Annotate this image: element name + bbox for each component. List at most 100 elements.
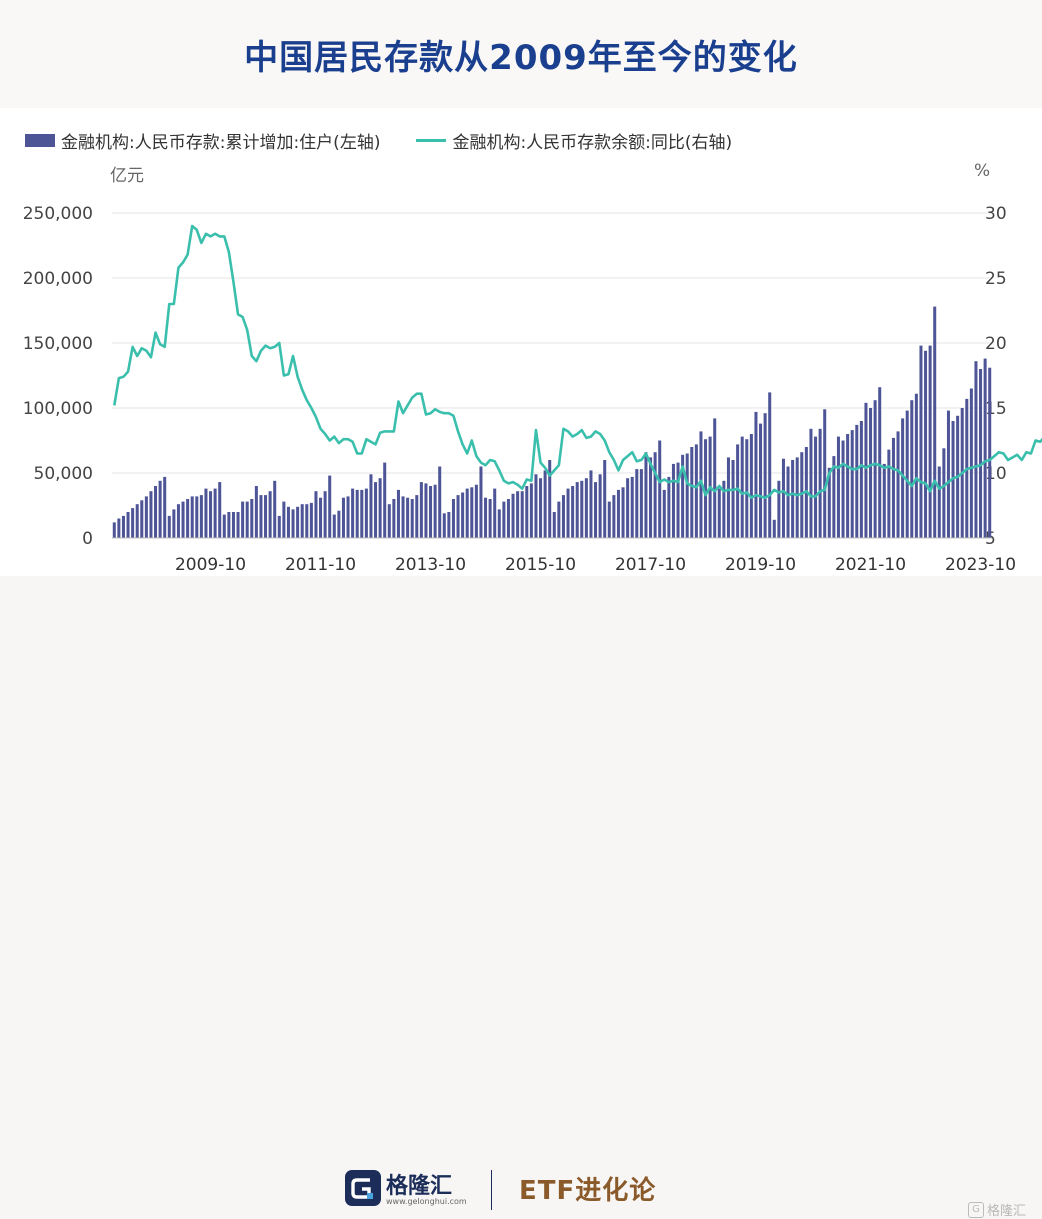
bar xyxy=(823,409,827,538)
bar xyxy=(539,478,543,538)
bar xyxy=(305,504,309,538)
bar xyxy=(662,489,666,538)
bar xyxy=(406,497,410,538)
bar xyxy=(461,492,465,538)
bar xyxy=(937,466,941,538)
bar xyxy=(383,462,387,538)
bar xyxy=(768,392,772,538)
bar xyxy=(433,484,437,538)
bar xyxy=(754,411,758,538)
bar xyxy=(181,501,185,538)
left-axis-tick-label: 50,000 xyxy=(34,464,93,484)
bar xyxy=(676,462,680,538)
x-axis-tick-label: 2015-10 xyxy=(505,555,576,575)
bar xyxy=(332,514,336,538)
bar xyxy=(323,491,327,538)
bar xyxy=(488,499,492,538)
legend-bar-swatch xyxy=(25,134,55,147)
bar xyxy=(447,512,451,538)
bar xyxy=(167,515,171,538)
bar xyxy=(516,491,520,538)
bar xyxy=(745,439,749,538)
title-bar: 中国居民存款从2009年至今的变化 xyxy=(0,0,1042,108)
bar xyxy=(346,496,350,538)
bar xyxy=(245,501,249,538)
bar xyxy=(594,482,598,538)
bar xyxy=(914,393,918,538)
bar xyxy=(286,506,290,538)
bar xyxy=(268,491,272,538)
bar xyxy=(419,482,423,538)
x-axis-tick-label: 2013-10 xyxy=(395,555,466,575)
bar xyxy=(924,350,928,538)
bar xyxy=(360,489,364,538)
bar xyxy=(543,470,547,538)
bar xyxy=(369,474,373,538)
bar xyxy=(511,493,515,538)
legend-item-bars: 金融机构:人民币存款:累计增加:住户(左轴) xyxy=(25,128,380,153)
footer: 格隆汇 www.gelonghui.com ETF进化论 G 格隆汇 xyxy=(0,576,1042,1219)
bar xyxy=(548,460,552,538)
bar xyxy=(424,483,428,538)
bar xyxy=(859,421,863,538)
x-axis-tick-label: 2021-10 xyxy=(835,555,906,575)
bar xyxy=(777,480,781,538)
bar xyxy=(218,482,222,538)
bar xyxy=(694,444,698,538)
right-axis-tick-label: 5 xyxy=(985,529,996,549)
bar xyxy=(309,502,313,538)
bar xyxy=(814,436,818,538)
bar xyxy=(882,463,886,538)
bar xyxy=(639,469,643,538)
left-axis-tick-label: 0 xyxy=(82,529,93,549)
bar xyxy=(172,509,176,538)
bar xyxy=(534,474,538,538)
bar xyxy=(612,495,616,538)
bar xyxy=(451,499,455,538)
bar xyxy=(319,497,323,538)
left-axis-tick-label: 200,000 xyxy=(23,269,93,289)
bar xyxy=(314,491,318,538)
left-axis-tick-label: 150,000 xyxy=(23,334,93,354)
bar xyxy=(250,499,254,538)
bar xyxy=(552,512,556,538)
bar xyxy=(763,413,767,538)
bar xyxy=(616,489,620,538)
bar xyxy=(415,495,419,538)
bar xyxy=(282,501,286,538)
bar xyxy=(378,478,382,538)
bar xyxy=(209,491,213,538)
bar xyxy=(690,447,694,538)
bar xyxy=(126,512,130,538)
bar xyxy=(791,460,795,538)
legend: 金融机构:人民币存款:累计增加:住户(左轴) 金融机构:人民币存款余额:同比(右… xyxy=(25,128,768,153)
bar xyxy=(497,509,501,538)
bar xyxy=(896,431,900,538)
bar xyxy=(341,497,345,538)
bar xyxy=(392,499,396,538)
bar xyxy=(969,388,973,538)
bar xyxy=(456,495,460,538)
bar xyxy=(685,453,689,538)
right-axis-tick-label: 30 xyxy=(985,204,1007,224)
bar xyxy=(112,522,116,538)
bar xyxy=(942,448,946,538)
bar xyxy=(231,512,235,538)
legend-item-line: 金融机构:人民币存款余额:同比(右轴) xyxy=(416,128,732,153)
bar xyxy=(846,434,850,538)
bar xyxy=(635,469,639,538)
watermark-text: 格隆汇 xyxy=(987,1204,1027,1219)
bar xyxy=(836,436,840,538)
bar xyxy=(681,454,685,538)
bar xyxy=(653,452,657,538)
bar xyxy=(818,428,822,538)
bar xyxy=(928,345,932,538)
bar xyxy=(887,449,891,538)
legend-bar-label: 金融机构:人民币存款:累计增加:住户(左轴) xyxy=(61,133,381,153)
legend-line-swatch xyxy=(416,139,447,142)
bar xyxy=(291,509,295,538)
bar xyxy=(841,440,845,538)
bar xyxy=(296,506,300,538)
bar xyxy=(580,480,584,538)
bar xyxy=(529,483,533,538)
